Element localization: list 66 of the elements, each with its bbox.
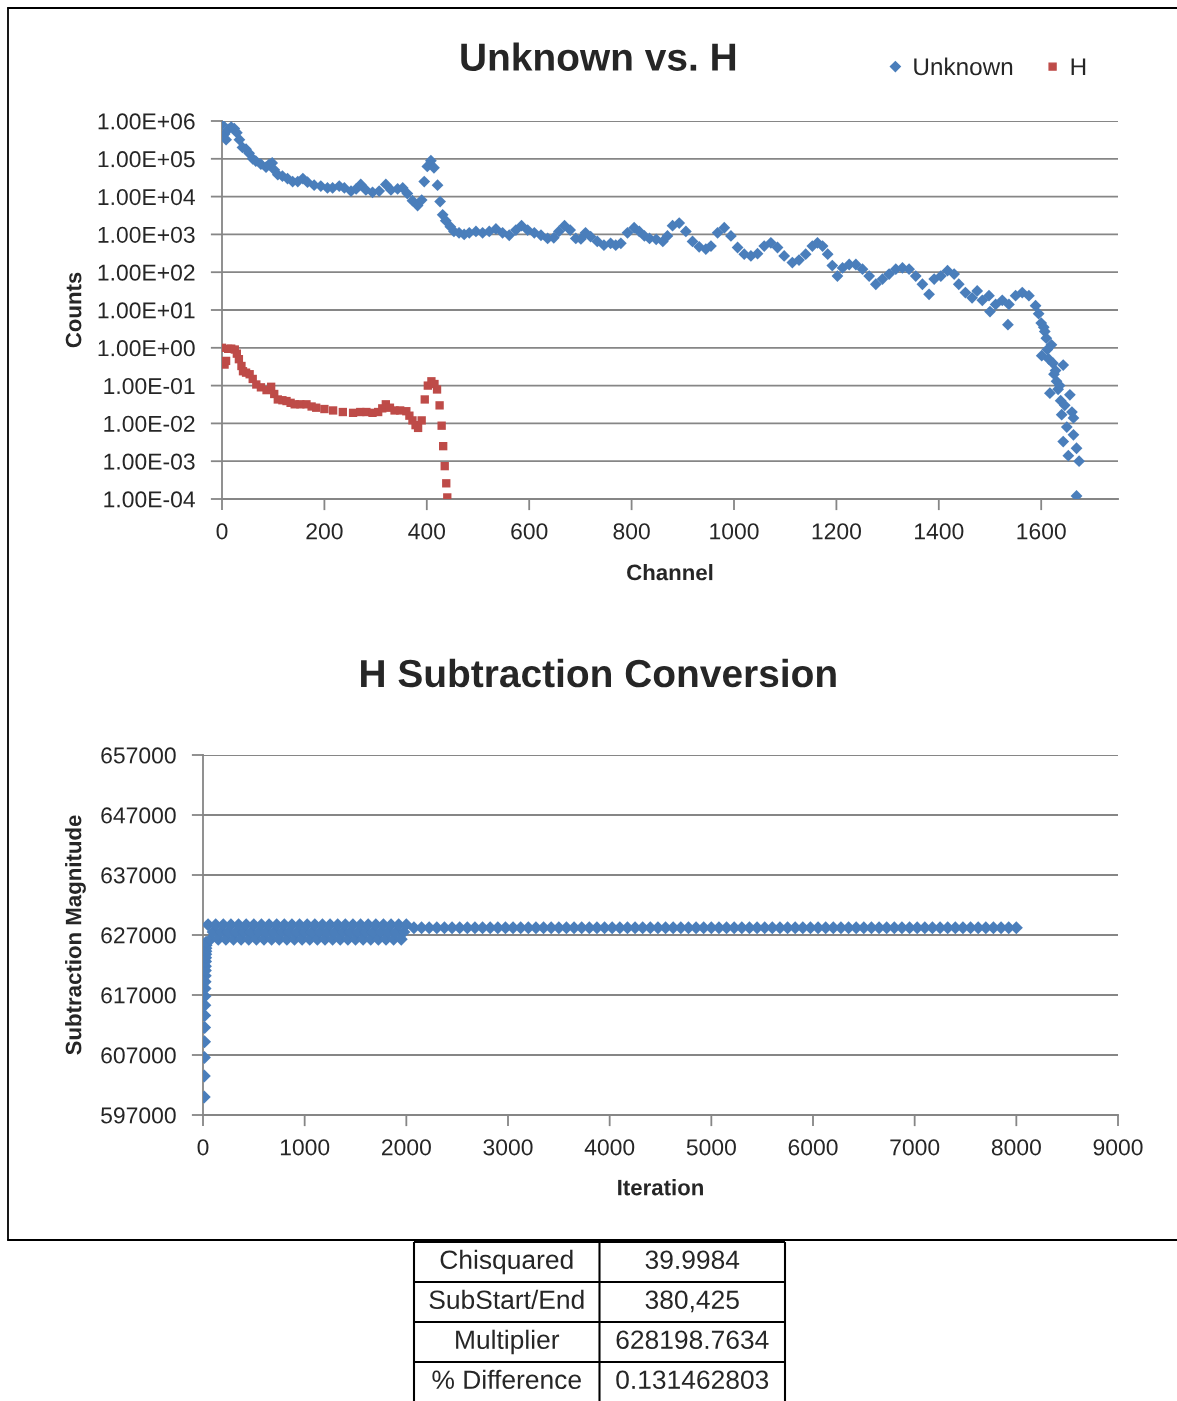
y-tick-label: 1.00E-01 [104,377,195,395]
y-tick-label: 637000 [101,867,176,884]
x-tick-label: 1600 [1017,523,1066,540]
text: Chisquared [440,1249,573,1275]
legend-label: Unknown [914,57,1013,76]
x-tick-label: 400 [408,523,446,540]
point [338,407,347,417]
point [442,479,451,488]
point [432,385,442,394]
x-tick-label: 200 [306,523,343,540]
legend-label: H [1071,58,1086,76]
x-tick-label: 9000 [1093,1139,1143,1156]
x-tick-label: 1400 [915,523,964,540]
text: 628198.7634 [616,1330,769,1350]
x-tick-label: 1200 [812,523,861,540]
y-tick-label: 1.00E+02 [98,264,195,281]
x-axis-title: Channel [627,564,713,581]
y-tick-label: 1.00E+01 [98,302,195,319]
y-axis-title: Subtraction Magnitude [65,815,86,1055]
point [312,403,321,412]
x-tick-label: 3000 [483,1139,533,1156]
point [439,441,448,451]
y-tick-label: 1.00E+00 [98,340,195,357]
text: 380,425 [645,1290,739,1313]
y-tick-label: 1.00E+03 [98,226,195,243]
point [420,395,429,404]
x-tick-label: 1000 [280,1139,330,1156]
y-axis-title: Counts [65,272,82,348]
point [320,404,329,414]
x-axis-title: Iteration [618,1179,703,1196]
text: Multiplier [456,1329,560,1355]
x-tick-label: 7000 [890,1139,940,1156]
chart-title: H Subtraction Conversion [361,658,836,688]
x-tick-label: 4000 [584,1139,635,1156]
point [437,421,446,430]
y-tick-label: 607000 [101,1047,176,1064]
chart-title: Unknown vs. H [461,42,736,71]
point [417,416,426,425]
y-tick-label: 1.00E+06 [98,113,195,130]
x-tick-label: 0 [197,1139,209,1156]
text: % Difference [432,1369,581,1390]
x-tick-label: 0 [216,523,228,540]
y-tick-label: 617000 [101,987,176,1004]
y-tick-label: 1.00E-03 [104,453,195,470]
x-tick-label: 2000 [382,1139,431,1156]
point [435,401,444,410]
y-tick-label: 1.00E-02 [104,415,195,432]
y-tick-label: 657000 [101,747,176,764]
point [222,356,231,366]
text: 0.131462803 [616,1370,769,1390]
x-tick-label: 6000 [788,1139,838,1156]
y-tick-label: 627000 [101,927,176,944]
y-tick-label: 597000 [101,1107,176,1124]
x-tick-label: 8000 [991,1139,1041,1156]
x-tick-label: 600 [511,523,548,540]
x-tick-label: 5000 [686,1139,736,1156]
x-tick-label: 1000 [710,523,759,540]
point [328,406,338,415]
y-tick-label: 647000 [101,807,176,824]
x-tick-label: 800 [613,523,650,540]
y-tick-label: 1.00E-04 [104,491,195,508]
y-tick-label: 1.00E+04 [98,188,195,206]
point [440,461,449,471]
y-tick-label: 1.00E+05 [98,151,195,168]
text: 39.9984 [645,1250,740,1270]
text: SubStart/End [429,1289,584,1310]
